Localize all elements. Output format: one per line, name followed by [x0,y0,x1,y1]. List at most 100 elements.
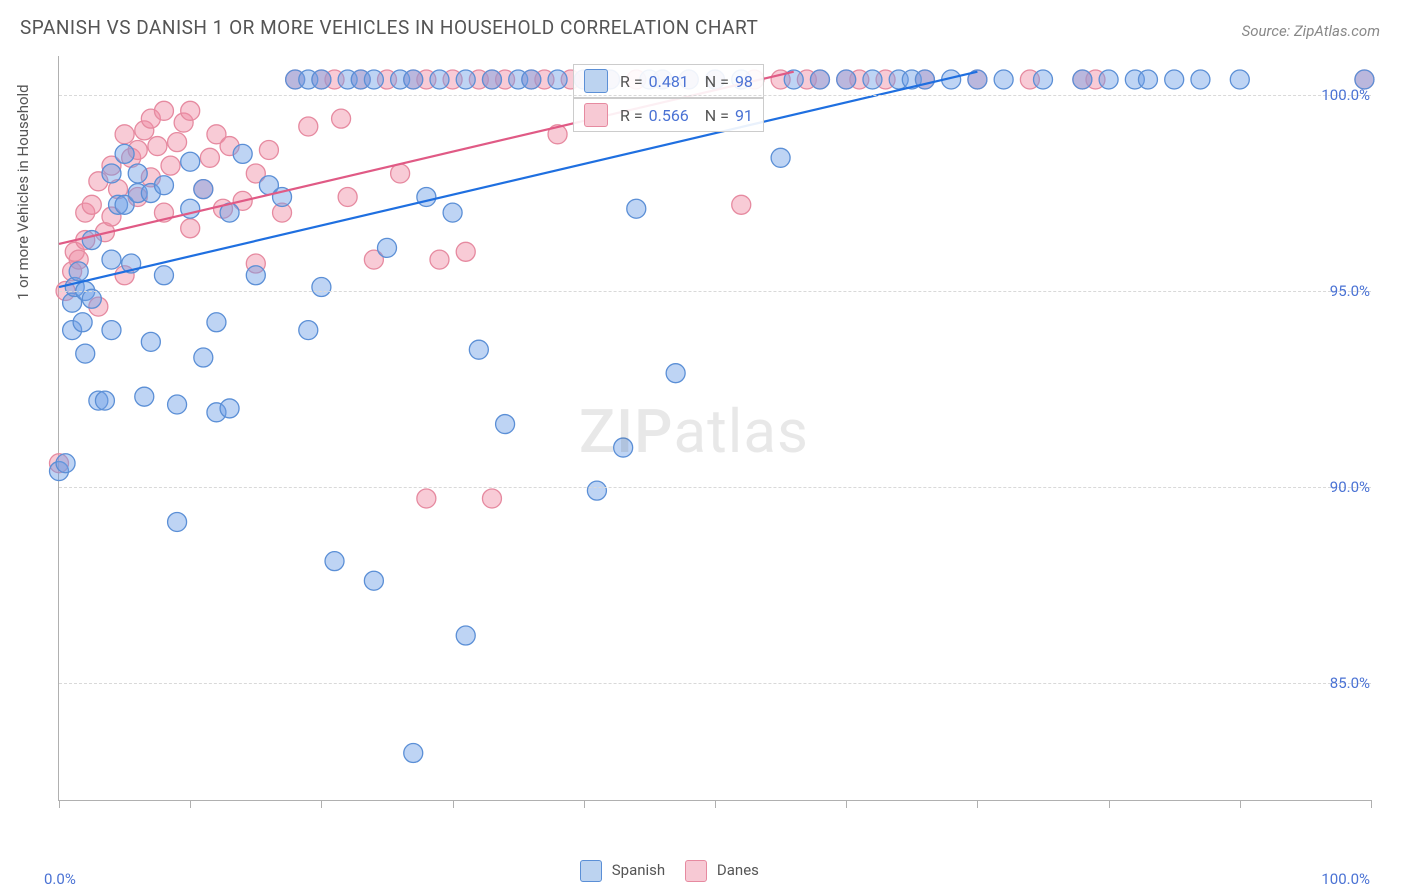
x-tick [977,800,978,808]
legend-label-spanish: Spanish [612,861,665,879]
legend-label-danes: Danes [717,861,759,879]
gridline [59,487,1371,488]
scatter-point-spanish [456,626,475,645]
x-tick-label-right: 100.0% [1321,870,1370,888]
scatter-point-danes [732,195,751,214]
x-tick [321,800,322,808]
scatter-point-danes [154,101,173,120]
scatter-point-spanish [863,70,882,89]
scatter-point-spanish [325,552,344,571]
x-tick-label-left: 0.0% [44,870,76,888]
scatter-point-spanish [1073,70,1092,89]
gridline [59,683,1371,684]
x-tick [1240,800,1241,808]
scatter-point-spanish [102,321,121,340]
scatter-point-spanish [220,399,239,418]
scatter-point-spanish [771,148,790,167]
x-tick [59,800,60,808]
x-tick [715,800,716,808]
y-tick-label: 85.0% [1330,674,1370,692]
watermark: ZIPatlas [579,396,809,467]
stats-n-label: N = [705,106,729,125]
watermark-atlas: atlas [673,396,808,467]
scatter-point-spanish [666,364,685,383]
scatter-point-danes [338,187,357,206]
scatter-point-spanish [154,176,173,195]
scatter-point-spanish [522,70,541,89]
scatter-point-spanish [994,70,1013,89]
source-credit: Source: ZipAtlas.com [1242,22,1380,40]
scatter-point-spanish [141,332,160,351]
scatter-point-spanish [430,70,449,89]
scatter-point-danes [430,250,449,269]
swatch-spanish-icon [580,860,602,882]
scatter-point-spanish [168,395,187,414]
plot-area: ZIPatlas R = 0.481 N = 98 R = 0.566 N = … [58,56,1371,801]
scatter-point-spanish [417,187,436,206]
x-tick [846,800,847,808]
gridline [59,95,1371,96]
scatter-point-danes [181,219,200,238]
scatter-point-danes [82,195,101,214]
scatter-point-spanish [1099,70,1118,89]
scatter-point-spanish [627,199,646,218]
stats-r-value-spanish: 0.481 [649,72,689,91]
scatter-point-spanish [299,321,318,340]
scatter-point-spanish [246,266,265,285]
scatter-point-danes [161,156,180,175]
scatter-point-spanish [378,238,397,257]
scatter-point-spanish [1191,70,1210,89]
scatter-point-spanish [194,180,213,199]
scatter-point-danes [181,101,200,120]
x-tick [584,800,585,808]
scatter-point-danes [299,117,318,136]
scatter-point-spanish [102,164,121,183]
scatter-point-spanish [548,70,567,89]
legend-item-spanish: Spanish [580,860,665,882]
scatter-point-spanish [76,344,95,363]
scatter-point-spanish [128,164,147,183]
scatter-point-spanish [181,152,200,171]
stats-n-label: N = [705,72,729,91]
scatter-point-spanish [404,70,423,89]
gridline [59,291,1371,292]
scatter-point-danes [115,125,134,144]
stats-n-value-danes: 91 [735,106,753,125]
scatter-point-danes [200,148,219,167]
swatch-danes-icon [584,103,608,127]
scatter-point-spanish [168,512,187,531]
scatter-point-spanish [69,262,88,281]
swatch-spanish-icon [584,69,608,93]
stats-r-label: R = [620,106,643,125]
scatter-point-danes [259,140,278,159]
scatter-point-spanish [102,250,121,269]
scatter-point-spanish [469,340,488,359]
scatter-point-spanish [364,571,383,590]
stats-r-value-danes: 0.566 [649,106,689,125]
stats-box-spanish: R = 0.481 N = 98 [573,64,764,98]
scatter-point-spanish [135,387,154,406]
legend-item-danes: Danes [685,860,759,882]
scatter-point-danes [148,137,167,156]
scatter-point-danes [168,133,187,152]
stats-n-value-spanish: 98 [735,72,753,91]
scatter-point-spanish [456,70,475,89]
scatter-point-spanish [443,203,462,222]
scatter-point-danes [391,164,410,183]
scatter-point-spanish [1165,70,1184,89]
scatter-point-spanish [312,278,331,297]
scatter-point-spanish [82,289,101,308]
x-tick [453,800,454,808]
scatter-point-spanish [312,70,331,89]
scatter-point-spanish [95,391,114,410]
x-tick [1371,800,1372,808]
scatter-point-spanish [364,70,383,89]
scatter-point-danes [332,109,351,128]
x-tick [190,800,191,808]
scatter-point-spanish [56,454,75,473]
scatter-point-spanish [810,70,829,89]
stats-r-label: R = [620,72,643,91]
scatter-point-spanish [154,266,173,285]
scatter-point-spanish [837,70,856,89]
scatter-point-spanish [496,415,515,434]
